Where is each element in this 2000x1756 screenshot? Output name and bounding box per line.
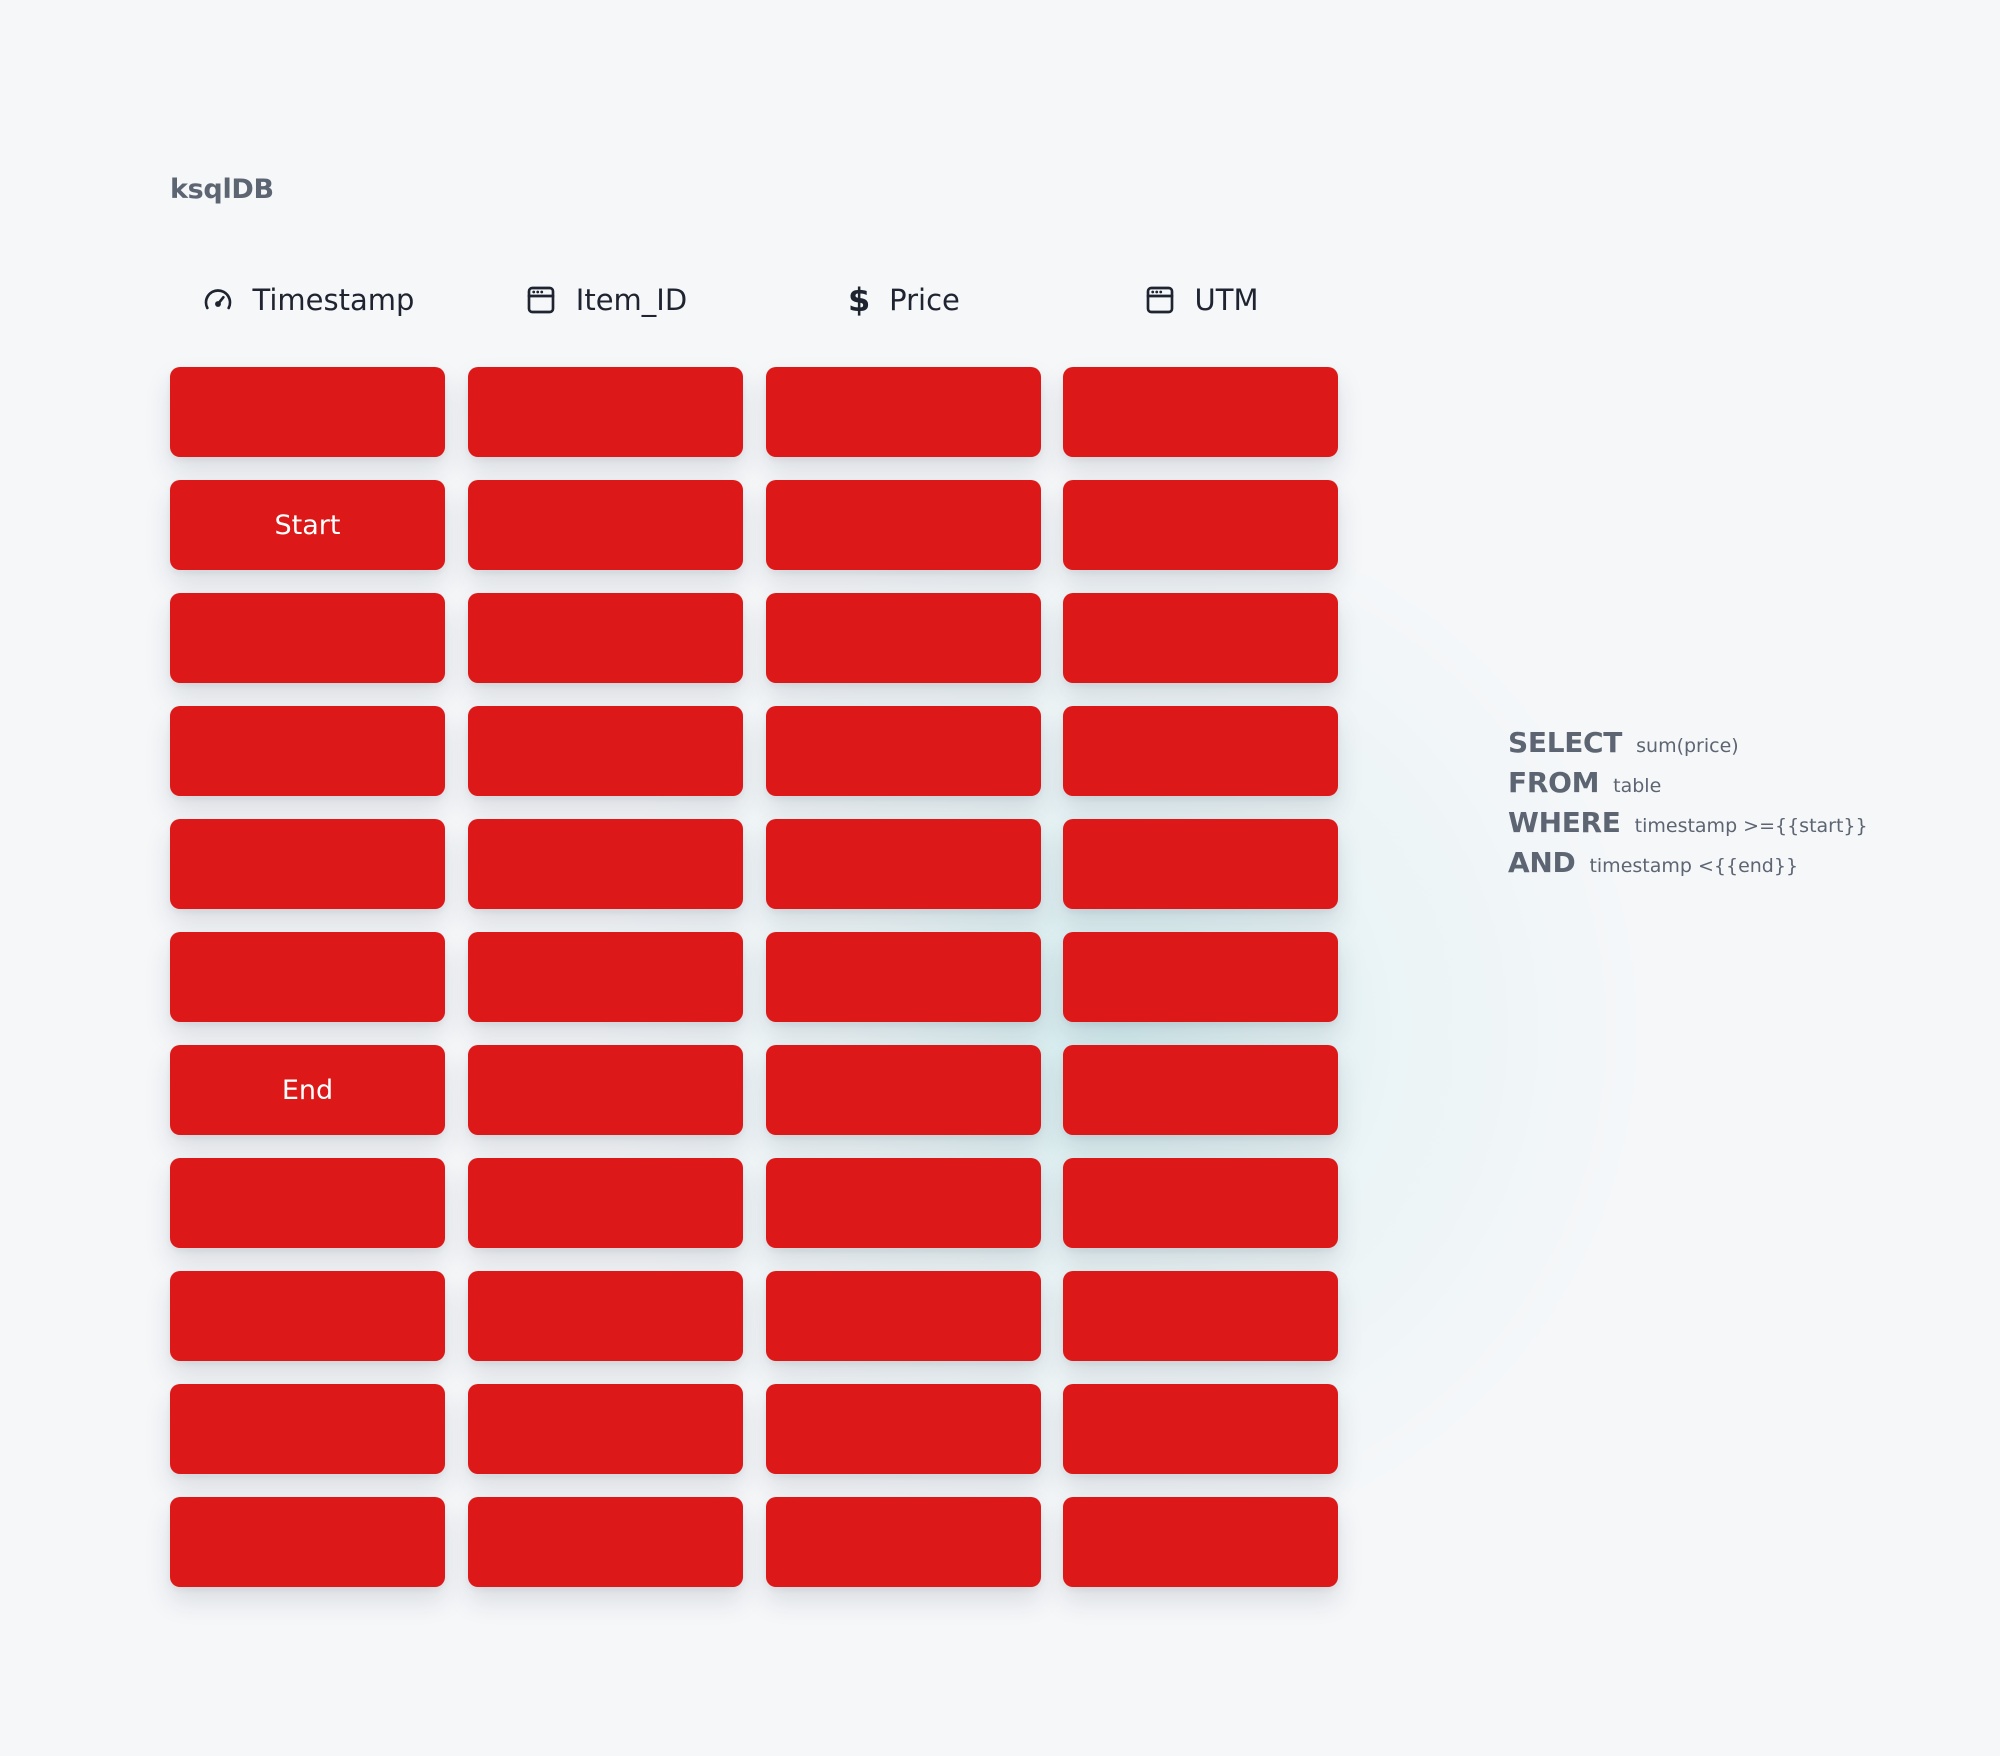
grid-cell: [170, 819, 445, 909]
grid-cell: [170, 1271, 445, 1361]
grid-cell: [170, 593, 445, 683]
gauge-icon: [201, 283, 235, 317]
dollar-icon: $: [847, 281, 871, 319]
grid-cell: [170, 932, 445, 1022]
grid-cell: [766, 1497, 1041, 1587]
grid-cell: [1063, 593, 1338, 683]
column-header-timestamp: Timestamp: [170, 270, 445, 330]
column-header-label: UTM: [1194, 283, 1259, 317]
query-argument: timestamp <{{end}}: [1589, 855, 1799, 877]
grid-cell: [468, 1271, 743, 1361]
grid-cell: [468, 706, 743, 796]
grid-cell: [468, 1497, 743, 1587]
window-icon: [524, 283, 558, 317]
query-argument: timestamp >={{start}}: [1634, 815, 1868, 837]
grid-cell: [1063, 706, 1338, 796]
grid-cell: [1063, 1497, 1338, 1587]
grid-cell: [766, 1045, 1041, 1135]
grid-cell: [468, 1158, 743, 1248]
grid-cell: [468, 593, 743, 683]
marker-cell-end: End: [170, 1045, 445, 1135]
grid-cell: [1063, 1045, 1338, 1135]
column-header-label: Item_ID: [575, 283, 688, 317]
grid-cell: [1063, 819, 1338, 909]
grid-cell: [468, 480, 743, 570]
column-header-utm: UTM: [1063, 270, 1338, 330]
query-keyword: FROM: [1508, 766, 1600, 799]
grid-cell: [766, 1158, 1041, 1248]
grid-cell: [468, 367, 743, 457]
query-argument: sum(price): [1636, 735, 1739, 757]
grid-cell: [468, 932, 743, 1022]
grid-cell: [766, 367, 1041, 457]
grid-cell: [468, 819, 743, 909]
query-keyword: SELECT: [1508, 726, 1623, 759]
column-header-label: Price: [889, 283, 960, 317]
grid-cell: [1063, 1271, 1338, 1361]
sql-query: SELECT sum(price) FROM table WHERE times…: [1508, 726, 1868, 886]
grid-cell: [468, 1045, 743, 1135]
grid-cell: [468, 1384, 743, 1474]
query-line-where: WHERE timestamp >={{start}}: [1508, 806, 1868, 846]
grid-cell: [1063, 480, 1338, 570]
grid-cell: [170, 706, 445, 796]
grid-cell: [766, 1271, 1041, 1361]
grid-cell: [170, 1158, 445, 1248]
grid-cell: [766, 1384, 1041, 1474]
grid-cell: [766, 593, 1041, 683]
query-keyword: WHERE: [1508, 806, 1621, 839]
brand-title: ksqlDB: [170, 174, 274, 205]
query-line-and: AND timestamp <{{end}}: [1508, 846, 1868, 886]
window-icon: [1143, 283, 1177, 317]
marker-cell-start: Start: [170, 480, 445, 570]
column-header-price: $ Price: [766, 270, 1041, 330]
grid-cell: [170, 367, 445, 457]
grid-cell: [766, 480, 1041, 570]
grid-cell: [170, 1384, 445, 1474]
query-line-from: FROM table: [1508, 766, 1868, 806]
column-header-label: Timestamp: [252, 283, 415, 317]
grid-cell: [766, 819, 1041, 909]
grid-cell: [1063, 367, 1338, 457]
query-line-select: SELECT sum(price): [1508, 726, 1868, 766]
grid-cell: [1063, 932, 1338, 1022]
column-header-item-id: Item_ID: [468, 270, 743, 330]
grid-cell: [766, 706, 1041, 796]
grid-cell: [766, 932, 1041, 1022]
grid-cell: [1063, 1384, 1338, 1474]
query-argument: table: [1613, 775, 1662, 797]
grid-cell: [170, 1497, 445, 1587]
grid-cell: [1063, 1158, 1338, 1248]
query-keyword: AND: [1508, 846, 1576, 879]
